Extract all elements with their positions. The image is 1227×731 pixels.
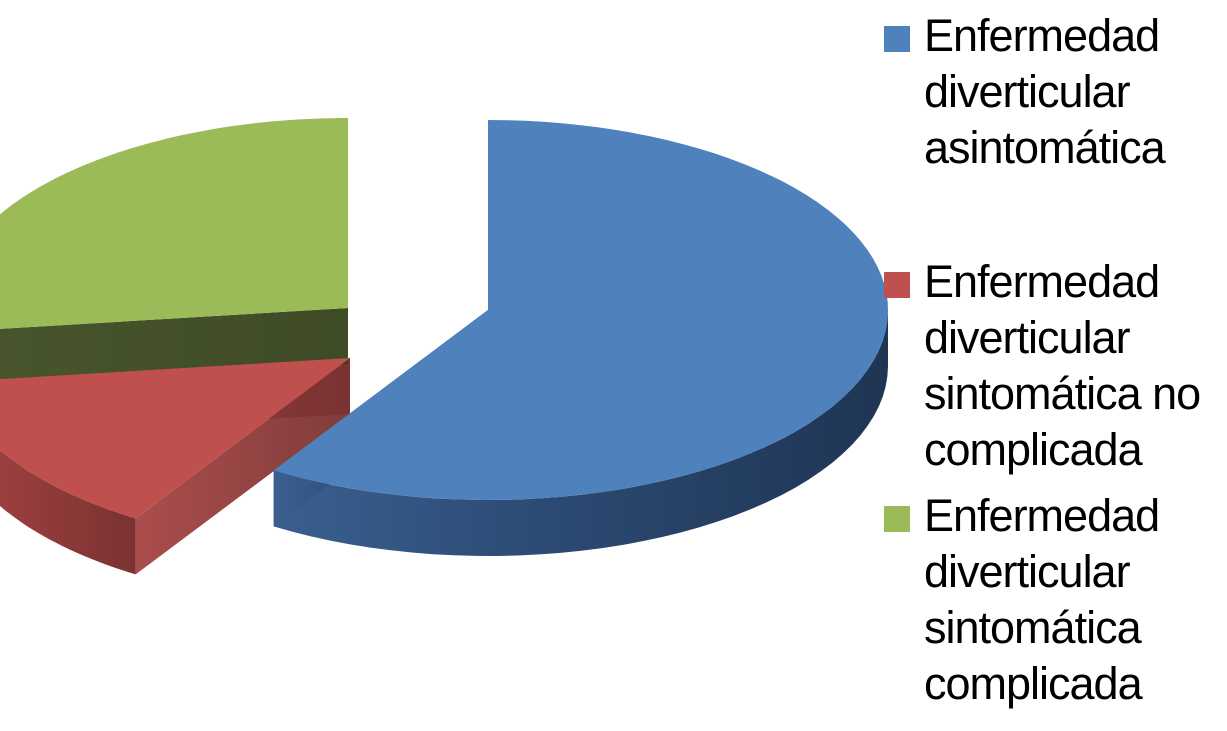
slice-asintomatica[interactable] <box>273 120 888 500</box>
slice-side-asintomatica[interactable] <box>273 310 888 556</box>
legend-swatch-blue <box>884 26 910 52</box>
slice-side-sintomatica-no-complicada[interactable] <box>0 382 136 575</box>
legend-item-sintomatica-no-complicada[interactable]: Enfermedad diverticular sintomática no c… <box>884 254 1224 478</box>
legend-label: Enfermedad diverticular asintomática <box>924 10 1166 173</box>
legend-swatch-green <box>884 506 910 532</box>
slice-sintomatica-complicada[interactable] <box>0 118 348 332</box>
legend-label: Enfermedad diverticular sintomática no c… <box>924 256 1201 475</box>
legend: Enfermedad diverticular asintomática Enf… <box>884 8 1224 712</box>
legend-label: Enfermedad diverticular sintomática comp… <box>924 490 1160 709</box>
legend-swatch-red <box>884 272 910 298</box>
slice-sintomatica-no-complicada[interactable] <box>0 358 350 519</box>
legend-item-asintomatica[interactable]: Enfermedad diverticular asintomática <box>884 8 1224 176</box>
legend-item-sintomatica-complicada[interactable]: Enfermedad diverticular sintomática comp… <box>884 488 1224 712</box>
